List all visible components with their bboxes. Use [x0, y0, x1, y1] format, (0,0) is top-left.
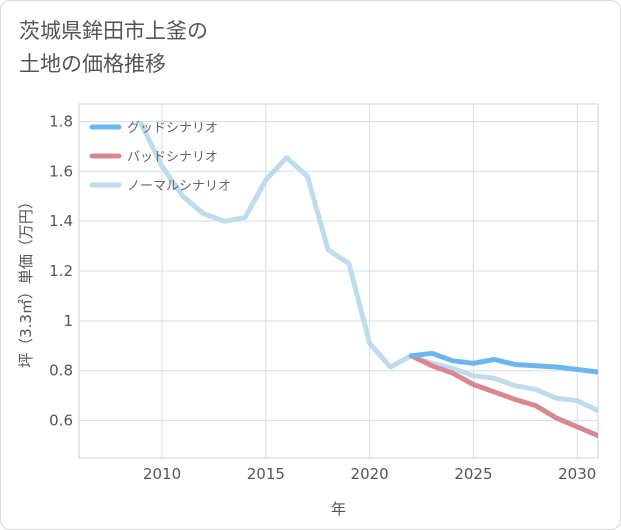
y-tick-label: 1.4: [49, 212, 73, 230]
x-axis-title: 年: [331, 500, 346, 518]
y-tick-label: 0.8: [49, 362, 73, 380]
page-title: 茨城県鉾田市上釜の 土地の価格推移: [19, 15, 208, 81]
y-tick-label: 1.8: [49, 112, 73, 130]
y-tick-label: 1.6: [49, 162, 73, 180]
y-axis-title: 坪（3.3㎡）単価（万円）: [17, 194, 35, 368]
x-tick-label: 2020: [351, 465, 389, 483]
x-tick-label: 2015: [247, 465, 285, 483]
legend-label-normal: ノーマルシナリオ: [127, 179, 231, 194]
page-title-line-2: 土地の価格推移: [19, 52, 166, 76]
page-title-line-1: 茨城県鉾田市上釜の: [19, 19, 208, 43]
x-tick-label: 2010: [143, 465, 181, 483]
y-tick-label: 1.2: [49, 262, 73, 280]
series-line-bad: [408, 353, 598, 439]
legend-label-bad: バッドシナリオ: [127, 150, 218, 165]
x-tick-label: 2030: [558, 465, 596, 483]
y-tick-label: 1: [63, 312, 73, 330]
legend-label-good: グッドシナリオ: [127, 121, 218, 136]
y-tick-label: 0.6: [49, 412, 73, 430]
series-line-good: [408, 350, 598, 375]
series-line-normal: [138, 121, 598, 414]
x-tick-label: 2025: [454, 465, 492, 483]
